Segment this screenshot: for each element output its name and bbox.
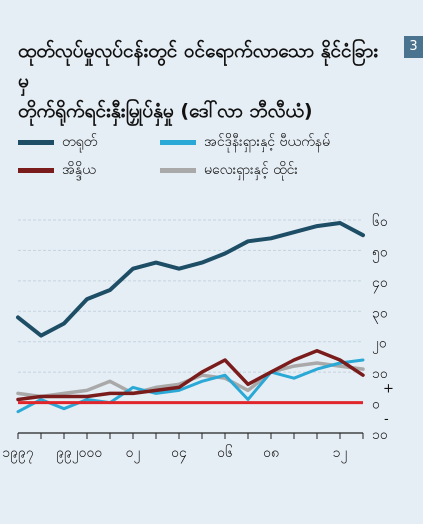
- x-tick-label-0: ၁၉၉၇: [2, 445, 34, 463]
- legend-label-malaysia-thailand: မလေးရှားနှင့် ထိုင်း: [204, 162, 298, 178]
- figure-number-badge: 3: [404, 36, 423, 58]
- legend-swatch-malaysia-thailand: [160, 168, 196, 173]
- chart-title: ထုတ်လုပ်မှုလုပ်ငန်းတွင် ဝင်ရောက်လာသော နိ…: [18, 36, 388, 126]
- y-tick-label-2: ၄၀: [372, 275, 388, 293]
- x-tick-label-1: ၉၉: [56, 445, 72, 463]
- y-tick-label-0: ၆၀: [372, 214, 388, 230]
- x-tick-label-6: ၀၈: [263, 445, 279, 461]
- y-tick-label-7: ၁၀: [372, 427, 388, 443]
- series-line-1: [16, 349, 365, 402]
- legend-item-china: တရုတ်: [18, 132, 97, 153]
- legend-label-china: တရုတ်: [62, 134, 98, 150]
- y-tick-label-3: ၃၀: [372, 305, 388, 323]
- series-line-0: [16, 221, 365, 338]
- y-tick-label-1: ၅၀: [372, 244, 388, 262]
- x-tick-label-2: ၂၀၀၀: [72, 445, 103, 463]
- legend-item-india: အိန္ဒိယ: [18, 160, 96, 181]
- y-tick-label-6: ၀: [372, 397, 380, 413]
- legend-swatch-china: [18, 140, 54, 145]
- legend-swatch-indonesia-vietnam: [160, 140, 196, 145]
- legend-label-india: အိန္ဒိယ: [62, 162, 96, 178]
- chart-title-line-2: တိုက်ရိုက်ရင်းနှီးမြှုပ်နှံမှု (ဒေါ်လာ ဘ…: [18, 100, 313, 122]
- legend-item-malaysia-thailand: မလေးရှားနှင့် ထိုင်း: [160, 160, 298, 181]
- legend-swatch-india: [18, 168, 54, 173]
- x-tick-label-4: ၀၄: [171, 445, 187, 463]
- y-tick-label-4: ၂၀: [372, 336, 387, 354]
- legend-label-indonesia-vietnam: အင်ဒိုနီးရှားနှင့် ဗီယက်နမ်: [204, 134, 331, 150]
- y-sign-minus: -: [384, 412, 389, 427]
- x-tick-label-3: ၀၂: [126, 445, 141, 463]
- chart-title-line-1: ထုတ်လုပ်မှုလုပ်ငန်းတွင် ဝင်ရောက်လာသော နိ…: [18, 40, 379, 92]
- x-tick-label-7: ၁၂: [333, 445, 348, 463]
- series-line-2: [16, 358, 365, 414]
- x-tick-label-5: ၀၆: [217, 445, 233, 461]
- y-sign-plus: +: [383, 381, 394, 396]
- y-tick-label-5: ၁၀: [372, 366, 388, 382]
- legend-item-indonesia-vietnam: အင်ဒိုနီးရှားနှင့် ဗီယက်နမ်: [160, 132, 330, 153]
